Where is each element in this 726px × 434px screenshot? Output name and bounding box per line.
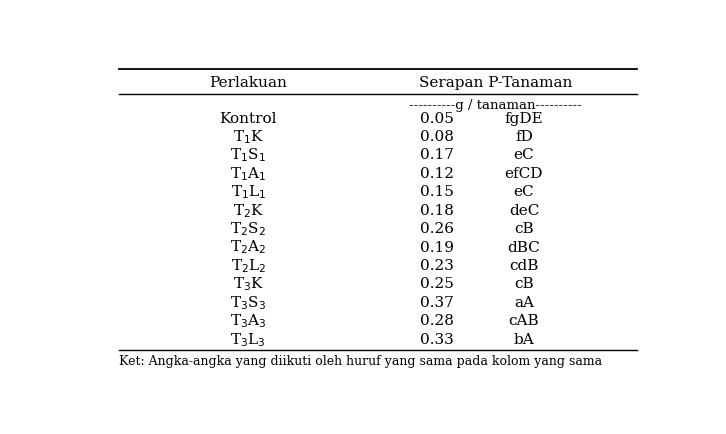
Text: T$_1$K: T$_1$K (233, 128, 264, 146)
Text: cB: cB (514, 222, 534, 236)
Text: T$_2$S$_2$: T$_2$S$_2$ (230, 220, 266, 238)
Text: T$_2$K: T$_2$K (233, 202, 264, 220)
Text: T$_3$S$_3$: T$_3$S$_3$ (230, 294, 266, 312)
Text: fgDE: fgDE (505, 112, 543, 125)
Text: 0.37: 0.37 (420, 296, 454, 310)
Text: T$_2$L$_2$: T$_2$L$_2$ (231, 257, 266, 275)
Text: 0.18: 0.18 (420, 204, 454, 218)
Text: cB: cB (514, 277, 534, 291)
Text: 0.12: 0.12 (420, 167, 454, 181)
Text: ----------g / tanaman----------: ----------g / tanaman---------- (409, 99, 582, 112)
Text: eC: eC (514, 148, 534, 162)
Text: 0.23: 0.23 (420, 259, 454, 273)
Text: Perlakuan: Perlakuan (209, 76, 287, 89)
Text: fD: fD (515, 130, 533, 144)
Text: T$_3$A$_3$: T$_3$A$_3$ (230, 312, 266, 330)
Text: T$_1$S$_1$: T$_1$S$_1$ (230, 147, 266, 164)
Text: aA: aA (514, 296, 534, 310)
Text: Kontrol: Kontrol (219, 112, 277, 125)
Text: Ket: Angka-angka yang diikuti oleh huruf yang sama pada kolom yang sama: Ket: Angka-angka yang diikuti oleh huruf… (119, 355, 602, 368)
Text: dBC: dBC (507, 240, 540, 255)
Text: 0.33: 0.33 (420, 333, 454, 347)
Text: 0.25: 0.25 (420, 277, 454, 291)
Text: T$_1$A$_1$: T$_1$A$_1$ (230, 165, 266, 183)
Text: 0.26: 0.26 (420, 222, 454, 236)
Text: Serapan P-Tanaman: Serapan P-Tanaman (419, 76, 573, 89)
Text: 0.28: 0.28 (420, 314, 454, 328)
Text: 0.17: 0.17 (420, 148, 454, 162)
Text: deC: deC (509, 204, 539, 218)
Text: 0.08: 0.08 (420, 130, 454, 144)
Text: T$_3$L$_3$: T$_3$L$_3$ (230, 331, 266, 349)
Text: T$_1$L$_1$: T$_1$L$_1$ (230, 184, 266, 201)
Text: 0.05: 0.05 (420, 112, 454, 125)
Text: eC: eC (514, 185, 534, 199)
Text: efCD: efCD (505, 167, 543, 181)
Text: T$_3$K: T$_3$K (233, 276, 264, 293)
Text: 0.15: 0.15 (420, 185, 454, 199)
Text: bA: bA (513, 333, 534, 347)
Text: cAB: cAB (509, 314, 539, 328)
Text: T$_2$A$_2$: T$_2$A$_2$ (230, 239, 266, 256)
Text: cdB: cdB (510, 259, 539, 273)
Text: 0.19: 0.19 (420, 240, 454, 255)
